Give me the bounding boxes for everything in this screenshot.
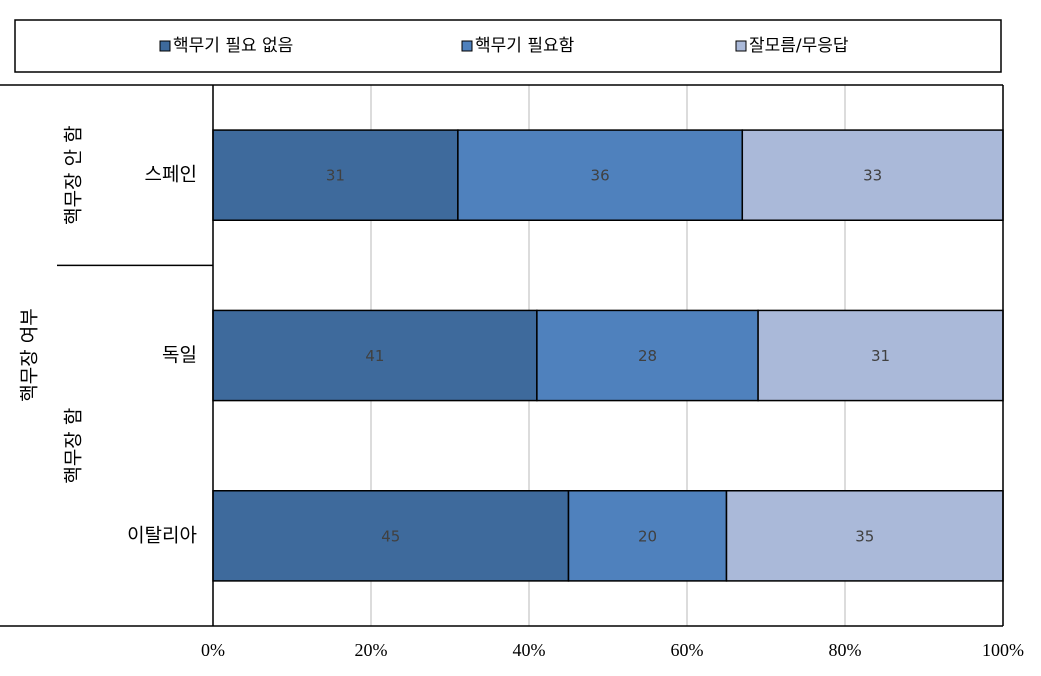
data-label: 28 <box>638 347 657 365</box>
bar-segment <box>212 309 538 402</box>
x-tick-label: 100% <box>982 640 1024 660</box>
data-label: 20 <box>638 527 657 545</box>
y-tick-label: 독일 <box>162 344 197 366</box>
bar-segment <box>757 309 1004 402</box>
bar-segment <box>741 129 1004 221</box>
data-label: 36 <box>591 167 610 185</box>
legend-swatch <box>735 40 747 52</box>
data-label: 31 <box>326 167 345 185</box>
x-tick-label: 80% <box>829 640 862 660</box>
group-label: 핵무장 함 <box>63 408 85 484</box>
legend-label: 잘모름/무응답 <box>749 36 849 56</box>
x-tick-label: 60% <box>671 640 704 660</box>
data-label: 31 <box>871 347 890 365</box>
legend-box <box>14 19 1002 73</box>
bar-segment <box>212 490 570 582</box>
data-label: 41 <box>365 347 384 365</box>
y-tick-label: 이탈리아 <box>127 524 197 546</box>
legend-swatch <box>461 40 473 52</box>
legend-label: 핵무기 필요 없음 <box>173 36 293 56</box>
axis-title: 핵무장 여부 <box>19 308 41 401</box>
bar-segment <box>567 490 728 582</box>
x-tick-label: 40% <box>513 640 546 660</box>
bar-segment <box>536 309 759 402</box>
data-label: 33 <box>863 167 882 185</box>
y-tick-label: 스페인 <box>145 164 197 186</box>
x-tick-label: 0% <box>201 640 225 660</box>
legend-label: 핵무기 필요함 <box>475 36 575 56</box>
group-label: 핵무장 안 함 <box>63 125 85 224</box>
legend-swatch <box>159 40 171 52</box>
x-tick-label: 20% <box>355 640 388 660</box>
bar-segment <box>725 490 1004 582</box>
data-label: 45 <box>381 527 400 545</box>
data-label: 35 <box>855 527 874 545</box>
